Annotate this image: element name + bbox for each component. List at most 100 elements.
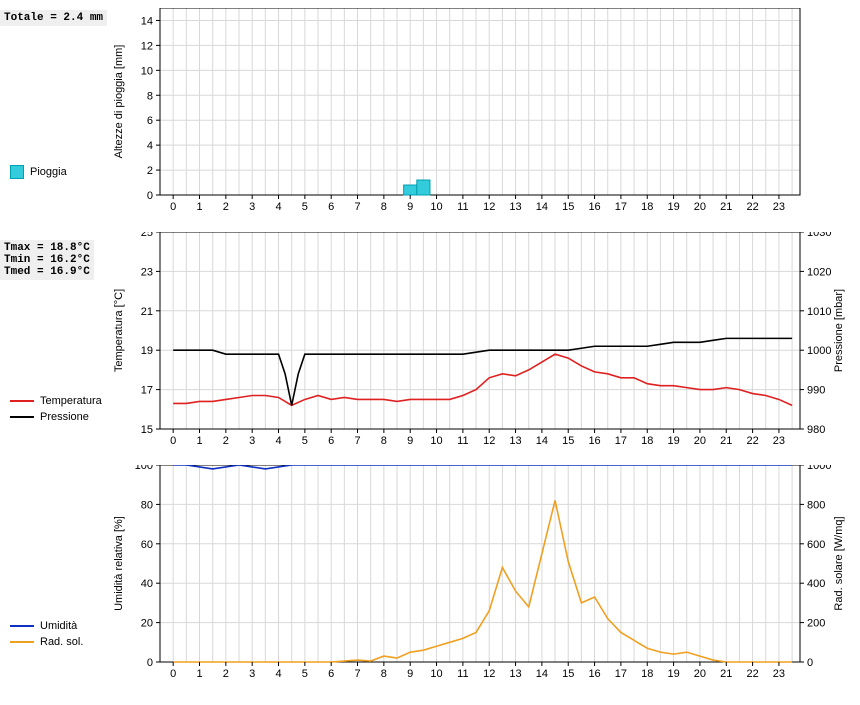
svg-text:22: 22 <box>746 668 758 680</box>
svg-text:40: 40 <box>141 578 153 590</box>
svg-text:12: 12 <box>141 40 153 52</box>
svg-text:19: 19 <box>667 201 679 213</box>
svg-text:6: 6 <box>147 115 153 127</box>
svg-text:16: 16 <box>588 668 600 680</box>
svg-text:1: 1 <box>196 668 202 680</box>
svg-text:5: 5 <box>302 201 308 213</box>
svg-text:11: 11 <box>457 435 468 447</box>
svg-text:10: 10 <box>430 201 442 213</box>
svg-text:9: 9 <box>407 201 413 213</box>
svg-text:20: 20 <box>694 435 706 447</box>
svg-text:23: 23 <box>773 435 785 447</box>
svg-text:0: 0 <box>170 435 176 447</box>
svg-text:Umidità relativa [%]: Umidità relativa [%] <box>113 516 125 611</box>
svg-text:5: 5 <box>302 435 308 447</box>
svg-text:990: 990 <box>807 385 825 397</box>
svg-text:1: 1 <box>196 201 202 213</box>
svg-text:6: 6 <box>328 201 334 213</box>
svg-text:1000: 1000 <box>807 465 831 472</box>
svg-text:8: 8 <box>147 90 153 102</box>
svg-text:4: 4 <box>275 668 281 680</box>
svg-text:14: 14 <box>536 435 548 447</box>
svg-text:20: 20 <box>694 668 706 680</box>
svg-text:Temperatura [°C]: Temperatura [°C] <box>113 289 125 372</box>
svg-text:20: 20 <box>694 201 706 213</box>
svg-text:23: 23 <box>773 201 785 213</box>
svg-text:21: 21 <box>141 306 153 318</box>
svg-text:7: 7 <box>354 435 360 447</box>
svg-text:1010: 1010 <box>807 306 831 318</box>
svg-text:11: 11 <box>457 668 468 680</box>
svg-text:3: 3 <box>249 201 255 213</box>
svg-text:11: 11 <box>457 201 468 213</box>
svg-text:100: 100 <box>135 465 153 472</box>
svg-text:17: 17 <box>615 201 627 213</box>
svg-text:Altezze di pioggia [mm]: Altezze di pioggia [mm] <box>113 45 125 159</box>
svg-text:8: 8 <box>381 435 387 447</box>
svg-text:18: 18 <box>641 201 653 213</box>
svg-text:Pressione [mbar]: Pressione [mbar] <box>833 289 845 372</box>
svg-text:25: 25 <box>141 232 153 239</box>
svg-text:2: 2 <box>147 165 153 177</box>
svg-text:7: 7 <box>354 668 360 680</box>
svg-text:15: 15 <box>141 424 153 436</box>
svg-text:6: 6 <box>328 668 334 680</box>
svg-text:14: 14 <box>141 15 153 27</box>
rain-chart: 02468101214Altezze di pioggia [mm]012345… <box>0 8 860 238</box>
svg-text:21: 21 <box>720 435 732 447</box>
svg-text:22: 22 <box>746 201 758 213</box>
svg-text:4: 4 <box>275 435 281 447</box>
svg-text:4: 4 <box>147 140 153 152</box>
svg-text:3: 3 <box>249 435 255 447</box>
svg-text:12: 12 <box>483 668 495 680</box>
svg-text:8: 8 <box>381 201 387 213</box>
svg-text:1020: 1020 <box>807 266 831 278</box>
svg-text:17: 17 <box>615 668 627 680</box>
svg-text:19: 19 <box>667 435 679 447</box>
svg-text:200: 200 <box>807 618 825 630</box>
svg-text:400: 400 <box>807 578 825 590</box>
svg-text:13: 13 <box>509 201 521 213</box>
svg-text:16: 16 <box>588 201 600 213</box>
svg-text:80: 80 <box>141 499 153 511</box>
svg-text:14: 14 <box>536 201 548 213</box>
svg-text:12: 12 <box>483 435 495 447</box>
temp-pressure-chart: 151719212325Temperatura [°C]980990100010… <box>0 232 860 472</box>
svg-text:17: 17 <box>615 435 627 447</box>
svg-text:1: 1 <box>196 435 202 447</box>
svg-text:980: 980 <box>807 424 825 436</box>
svg-text:60: 60 <box>141 539 153 551</box>
svg-text:19: 19 <box>141 345 153 357</box>
svg-text:21: 21 <box>720 668 732 680</box>
svg-text:13: 13 <box>509 435 521 447</box>
svg-text:0: 0 <box>170 201 176 213</box>
svg-text:18: 18 <box>641 435 653 447</box>
svg-text:5: 5 <box>302 668 308 680</box>
svg-text:600: 600 <box>807 539 825 551</box>
svg-text:21: 21 <box>720 201 732 213</box>
svg-text:10: 10 <box>141 65 153 77</box>
svg-text:15: 15 <box>562 435 574 447</box>
svg-text:17: 17 <box>141 385 153 397</box>
svg-text:9: 9 <box>407 435 413 447</box>
svg-text:2: 2 <box>223 668 229 680</box>
weather-dashboard: { "layout": { "width": 860, "height": 69… <box>0 0 860 690</box>
svg-text:20: 20 <box>141 618 153 630</box>
svg-text:4: 4 <box>275 201 281 213</box>
svg-text:7: 7 <box>354 201 360 213</box>
svg-text:15: 15 <box>562 201 574 213</box>
svg-text:12: 12 <box>483 201 495 213</box>
svg-text:Rad. solare [W/mq]: Rad. solare [W/mq] <box>833 516 845 610</box>
svg-text:0: 0 <box>170 668 176 680</box>
svg-text:1030: 1030 <box>807 232 831 239</box>
svg-text:2: 2 <box>223 435 229 447</box>
svg-text:9: 9 <box>407 668 413 680</box>
svg-text:22: 22 <box>746 435 758 447</box>
svg-text:15: 15 <box>562 668 574 680</box>
svg-text:3: 3 <box>249 668 255 680</box>
svg-text:8: 8 <box>381 668 387 680</box>
svg-text:0: 0 <box>147 190 153 202</box>
svg-text:0: 0 <box>147 657 153 669</box>
svg-text:18: 18 <box>641 668 653 680</box>
svg-text:23: 23 <box>773 668 785 680</box>
